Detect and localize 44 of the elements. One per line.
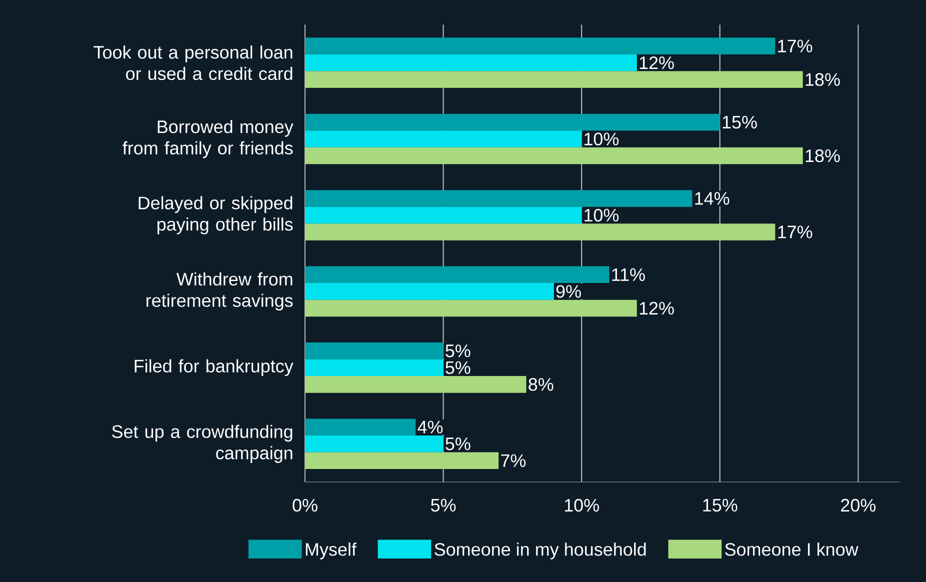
data-label: 11%: [612, 268, 645, 281]
y-tick-label: Withdrew from retirement savings: [146, 272, 293, 311]
bar: [305, 418, 416, 436]
data-label: 5%: [446, 361, 470, 374]
data-label: 17%: [778, 40, 812, 52]
x-tick-label: 20%: [841, 498, 876, 512]
data-label: 10%: [584, 208, 619, 222]
legend-label: Someone in my household: [434, 542, 646, 560]
data-label: 7%: [501, 454, 526, 467]
y-tick-label: Borrowed money from family or friends: [122, 120, 294, 158]
bar: [305, 452, 499, 470]
data-label: 15%: [722, 116, 757, 129]
y-tick-label: Filed for bankruptcy: [134, 359, 294, 376]
bar: [305, 114, 720, 131]
data-label: 9%: [556, 285, 581, 298]
y-tick-label: Took out a personal loan or used a credit card: [94, 46, 292, 80]
x-tick-label: 15%: [703, 498, 738, 512]
bar: [305, 342, 444, 360]
data-label: 17%: [778, 226, 812, 238]
bar: [305, 130, 582, 148]
bar: [305, 206, 582, 224]
data-label: 5%: [446, 438, 470, 450]
data-label: 18%: [806, 73, 840, 86]
x-tick-label: 5%: [431, 498, 456, 512]
bar: [305, 224, 776, 240]
y-tick-label: Delayed or skipped paying other bills: [138, 196, 293, 234]
data-label: 18%: [806, 149, 840, 162]
y-tick-label: Set up a crowdfunding campaign: [112, 424, 292, 463]
bar: [305, 190, 692, 207]
x-tick-label: 0%: [292, 498, 318, 512]
data-label: 8%: [528, 378, 554, 391]
bar: [305, 283, 554, 300]
bar: [305, 436, 444, 452]
data-label: 12%: [640, 302, 674, 315]
legend-label: Myself: [306, 542, 356, 560]
bar: [305, 359, 444, 376]
legend-label: Someone I know: [725, 542, 858, 556]
data-label: 5%: [446, 344, 470, 358]
bar: [305, 376, 526, 393]
data-label: 14%: [695, 192, 730, 205]
data-label: 4%: [418, 420, 443, 434]
data-label: 12%: [640, 56, 674, 70]
data-label: 10%: [584, 132, 619, 146]
x-tick-label: 10%: [564, 498, 599, 512]
